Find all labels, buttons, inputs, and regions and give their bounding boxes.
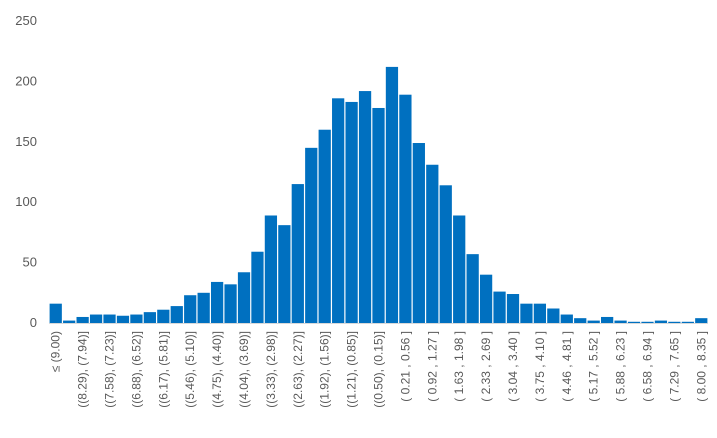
histogram-bar [278, 225, 291, 323]
x-tick-label: ((3.33), (2.98)] [264, 331, 278, 408]
histogram-bar [237, 272, 251, 323]
x-tick-label: ((5.46), (5.10)] [183, 331, 197, 408]
histogram-bar [479, 274, 493, 323]
histogram-bar [533, 303, 547, 323]
histogram-bar [116, 315, 130, 323]
histogram-bar [170, 306, 183, 323]
x-tick-label: ((7.58), (7.23)] [103, 331, 117, 408]
y-axis-ticks: 0 50 100 150 200 250 [15, 13, 37, 330]
histogram-bar [399, 94, 412, 323]
x-tick-label: ( 0.21 , 0.56 ] [398, 331, 412, 402]
x-tick-label: ((1.92), (1.56)] [318, 331, 332, 408]
x-tick-label: ((6.17), (5.81)] [156, 331, 170, 408]
y-tick-label: 250 [15, 13, 37, 28]
histogram-bar [318, 129, 331, 323]
histogram-bar [358, 91, 372, 323]
y-tick-label: 50 [23, 255, 37, 270]
histogram-bar [103, 314, 116, 323]
histogram-bar [560, 314, 573, 323]
y-tick-label: 150 [15, 134, 37, 149]
histogram-bar [601, 316, 614, 323]
x-tick-label: ((8.29), (7.94)] [76, 331, 90, 408]
x-tick-label: ((4.04), (3.69)] [237, 331, 251, 408]
histogram-bar [466, 254, 479, 323]
histogram-bar [506, 294, 520, 323]
histogram-bar [157, 309, 170, 323]
histogram-bar [184, 295, 197, 323]
x-tick-label: ≤ (9.00) [49, 331, 63, 372]
histogram-bar [264, 215, 278, 323]
histogram-bar [305, 147, 318, 323]
histogram-bar [224, 284, 237, 323]
histogram-bar [426, 164, 439, 323]
histogram-bar [641, 321, 654, 323]
histogram-bar [412, 143, 425, 323]
histogram-bar [345, 101, 358, 323]
x-tick-label: ((2.63), (2.27)] [291, 331, 305, 408]
x-tick-label: ( 1.63 , 1.98 ] [452, 331, 466, 402]
x-tick-label: ( 2.33 , 2.69 ] [479, 331, 493, 402]
histogram-bar [372, 107, 385, 323]
x-tick-label: ( 0.92 , 1.27 ] [425, 331, 439, 402]
histogram-bar [587, 320, 600, 323]
x-tick-label: ((1.21), (0.85)] [345, 331, 359, 408]
histogram-bar [63, 320, 76, 323]
histogram-bar [197, 292, 210, 323]
x-tick-label: ( 3.04 , 3.40 ] [506, 331, 520, 402]
histogram-bar [439, 185, 452, 323]
histogram-bar [614, 320, 627, 323]
x-tick-label: ( 6.58 , 6.94 ] [640, 331, 654, 402]
x-tick-label: ( 5.88 , 6.23 ] [614, 331, 628, 402]
histogram-bar [547, 308, 560, 323]
x-tick-label: ((4.75), (4.40)] [210, 331, 224, 408]
histogram-bar [130, 314, 143, 323]
histogram-bar [453, 215, 466, 323]
histogram-bar [291, 184, 304, 323]
histogram-bar [695, 318, 708, 323]
histogram-bar [89, 314, 103, 323]
x-tick-label: ( 4.46 , 4.81 ] [560, 331, 574, 402]
histogram-bar [654, 320, 668, 323]
histogram-bar [332, 98, 345, 323]
histogram-bar [49, 303, 62, 323]
histogram-bar [520, 303, 533, 323]
x-tick-label: ((0.50), (0.15)] [372, 331, 386, 408]
x-tick-label: ( 8.00 , 8.35 ] [694, 331, 708, 402]
x-tick-label: ((6.88), (6.52)] [129, 331, 143, 408]
x-axis-ticks: ≤ (9.00) ((8.29), (7.94)] ((7.58), (7.23)]… [49, 331, 709, 408]
bars [49, 66, 708, 324]
histogram-bar [251, 251, 264, 323]
y-tick-label: 100 [15, 194, 37, 209]
x-tick-label: ( 7.29 , 7.65 ] [667, 331, 681, 402]
y-tick-label: 200 [15, 73, 37, 88]
histogram-bar [76, 316, 89, 323]
histogram-bar [627, 321, 641, 323]
x-tick-label: ( 3.75 , 4.10 ] [533, 331, 547, 402]
histogram-bar [385, 66, 399, 324]
x-tick-label: ( 5.17 , 5.52 ] [587, 331, 601, 402]
histogram-bar [143, 312, 156, 323]
y-tick-label: 0 [30, 315, 37, 330]
histogram-bar [668, 321, 681, 323]
histogram-bar [681, 321, 694, 323]
histogram-bar [493, 291, 506, 323]
histogram-bar [210, 281, 224, 323]
histogram-bar [574, 318, 587, 323]
